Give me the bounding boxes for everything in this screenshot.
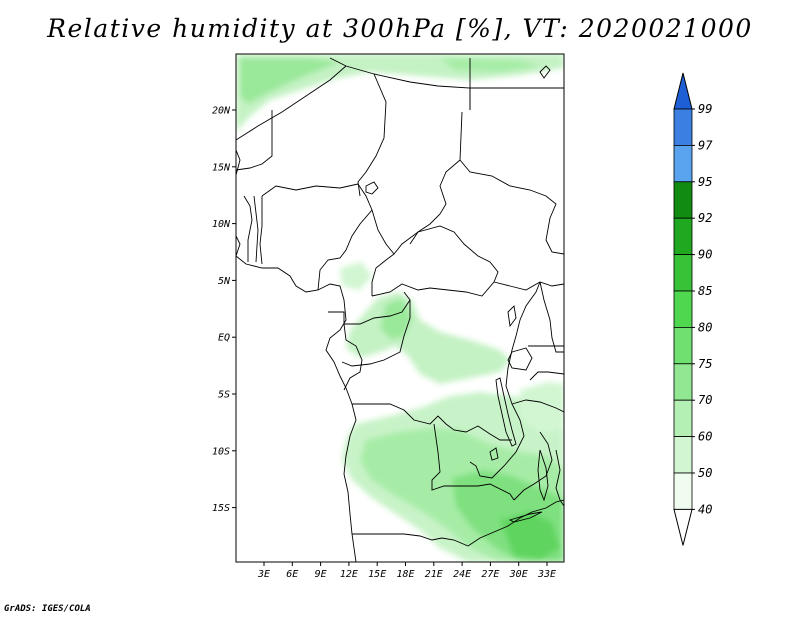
longitude-labels: 3E 6E 9E 12E 15E 18E 21E 24E 27E 30E 33E (257, 569, 556, 580)
credit-text: GrADS: IGES/COLA (4, 604, 91, 614)
border-angola-zambia (431, 423, 515, 501)
latitude-labels: 20N 15N 10N 5N EQ 5S 10S 15S (212, 106, 231, 515)
border-nigeria-cameroon (317, 183, 373, 291)
lon-label: 30E (509, 569, 528, 580)
colorbar-label: 95 (698, 175, 712, 189)
colorbar: 99 97 95 92 90 85 80 75 70 60 50 40 (673, 72, 713, 546)
border-algeria-niger (236, 65, 347, 141)
lake-mweru (489, 447, 499, 461)
colorbar-label: 75 (698, 357, 712, 371)
colorbar-bin (673, 254, 693, 292)
border-drc-angola (352, 403, 512, 441)
lon-label: 9E (315, 569, 327, 580)
lat-label: 15N (212, 162, 231, 173)
coastline-west-africa (236, 149, 357, 562)
humidity-field (236, 54, 564, 562)
border-gabon-congo (328, 291, 411, 325)
border-kenya-uganda (528, 281, 564, 353)
border-cameroon-chad (371, 209, 395, 296)
border-mali-niger (236, 110, 273, 171)
colorbar-bin (673, 181, 693, 219)
lat-label: 5S (218, 390, 230, 401)
country-borders (236, 57, 564, 562)
humidity-area-central (346, 292, 510, 384)
humidity-area-north (236, 54, 564, 132)
colorbar-bin (673, 363, 693, 401)
border-tanzania (511, 371, 564, 413)
border-car-south (371, 225, 499, 297)
colorbar-cap-bottom (673, 508, 693, 546)
colorbar-label: 40 (698, 502, 712, 516)
border-gabon-south (343, 323, 363, 391)
lake-chad (365, 181, 379, 195)
border-nigeria-benin (259, 196, 263, 265)
colorbar-bin (673, 326, 693, 365)
lon-label: 27E (481, 569, 499, 580)
lake-malawi (537, 449, 549, 502)
humidity-area-cameroon (340, 262, 372, 290)
border-zambia-malawi (513, 431, 553, 501)
lake-victoria (507, 347, 533, 371)
border-angola-namibia (352, 533, 469, 547)
colorbar-label: 92 (698, 211, 712, 225)
colorbar-bin (673, 290, 693, 328)
border-mozambique (555, 449, 564, 507)
lake-kariba (508, 511, 543, 523)
humidity-area-south-peak (500, 512, 560, 560)
lat-label: 15S (212, 503, 230, 514)
lon-label: 18E (396, 569, 414, 580)
border-zambia-south (467, 499, 564, 547)
colorbar-bin (673, 436, 693, 474)
lon-label: 21E (425, 569, 443, 580)
border-sudan-internal (459, 159, 564, 255)
colorbar-bin (673, 472, 693, 510)
border-nigeria-niger (261, 183, 359, 197)
map-frame (235, 53, 565, 563)
lon-label: 15E (368, 569, 386, 580)
colorbar-label: 97 (698, 138, 713, 152)
map-ticks (232, 109, 548, 566)
colorbar-bin (673, 217, 693, 255)
border-niger-chad (357, 73, 387, 197)
lon-label: 12E (340, 569, 358, 580)
humidity-area-north-core (240, 58, 340, 104)
colorbar-label: 80 (698, 320, 712, 334)
colorbar-label: 60 (698, 430, 712, 444)
colorbar-label: 85 (698, 284, 712, 298)
colorbar-bin (673, 144, 693, 183)
lon-label: 33E (537, 569, 556, 580)
lon-label: 6E (286, 569, 298, 580)
humidity-area-northeast (440, 58, 540, 72)
humidity-area-east (520, 382, 564, 432)
lakes (365, 65, 551, 523)
lat-label: 5N (218, 276, 231, 287)
lat-label: 10N (212, 219, 231, 230)
border-congo-drc (341, 300, 411, 367)
lake-tanganyika (495, 377, 517, 447)
border-chad-sudan (409, 111, 463, 245)
colorbar-label: 99 (698, 102, 712, 116)
colorbar-label: 70 (698, 393, 712, 407)
lake-nasser (539, 65, 551, 79)
colorbar-label: 50 (698, 466, 712, 480)
colorbar-cap-top (673, 72, 693, 110)
lon-label: 24E (453, 569, 471, 580)
colorbar-bin (673, 108, 693, 146)
map-title: Relative humidity at 300hPa [%], VT: 202… (47, 14, 753, 43)
border-drc-sudan (493, 281, 564, 291)
border-ghana-togo (243, 195, 259, 263)
lake-albert (507, 305, 517, 328)
colorbar-label: 90 (698, 248, 712, 262)
lat-label: EQ (218, 333, 230, 344)
lon-label: 3E (257, 569, 270, 580)
lat-label: 10S (212, 446, 230, 457)
colorbar-bin (673, 399, 693, 438)
lat-label: 20N (212, 106, 231, 117)
